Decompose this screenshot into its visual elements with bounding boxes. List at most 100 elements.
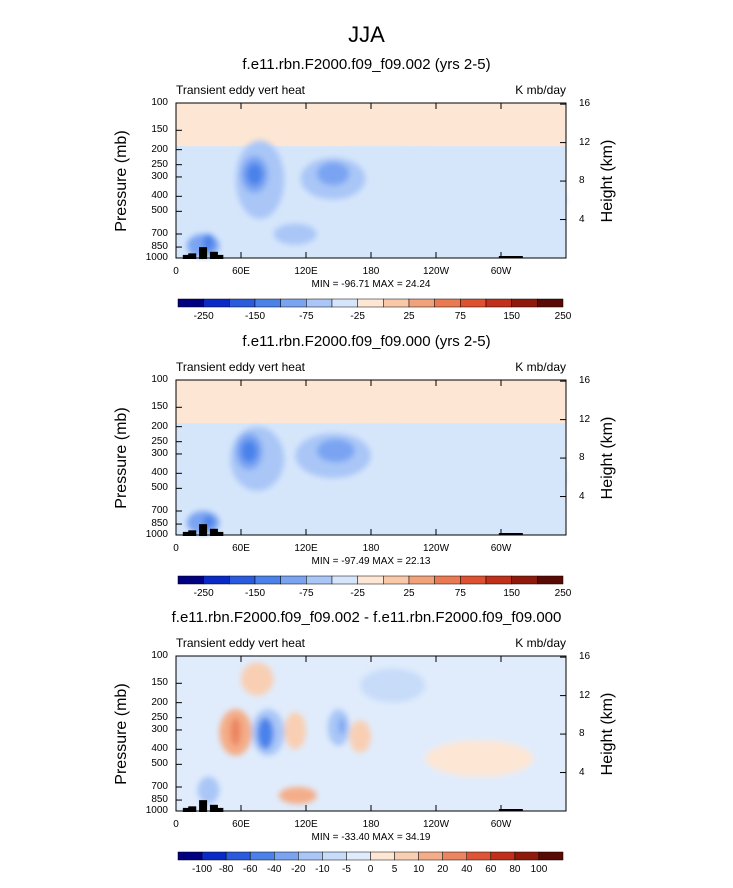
chart-2-x-tick-label: 120W (422, 543, 450, 554)
chart-3-contour-region (360, 668, 426, 703)
chart-2-colorbar-box (229, 575, 256, 585)
chart-3-y2-tick-label: 8 (579, 728, 585, 740)
chart-1-colorbar-label: 150 (503, 311, 520, 322)
chart-3-contour-region (425, 740, 534, 777)
chart-1-colorbar-label: 250 (554, 311, 572, 322)
chart-2-colorbar-box (408, 575, 435, 585)
chart-3-colorbar-box (322, 851, 347, 861)
chart-3-y-tick-label: 1000 (145, 805, 168, 816)
chart-3-contour-region (197, 776, 220, 804)
chart-2-topography (209, 528, 218, 536)
chart-2-y2-tick-label: 12 (579, 413, 591, 425)
chart-3-y2-axis-title: Height (km) (599, 692, 616, 775)
chart-2-y-tick-label: 100 (151, 374, 168, 385)
chart-2-colorbar-box (511, 575, 538, 585)
chart-3-y-tick-label: 150 (151, 677, 168, 689)
chart-3-field (197, 662, 545, 804)
chart-3-y-tick-label: 300 (151, 723, 168, 735)
chart-3-colorbar-label: 0 (367, 864, 374, 875)
chart-3-contour-region (230, 717, 241, 746)
chart-3-colorbar-label: -100 (192, 864, 213, 875)
chart-1-colorbar-label: -250 (193, 311, 214, 322)
chart-1-contour-region (316, 161, 350, 186)
chart-2-colorbar-box (383, 575, 410, 585)
chart-3-x-tick-label: 60E (232, 819, 250, 830)
chart-3-colorbar-box (177, 851, 203, 861)
chart-1-y2-tick-label: 8 (579, 175, 585, 187)
chart-1-y-tick-label: 1000 (145, 252, 168, 263)
chart-3-colorbar-box (514, 851, 540, 861)
chart-2-title: f.e11.rbn.F2000.f09_f09.000 (yrs 2-5) (242, 333, 491, 350)
chart-2-topography (188, 530, 197, 536)
chart-3-colorbar-box (298, 851, 323, 861)
chart-2-topography (182, 531, 191, 536)
chart-3-x-tick-label: 120W (422, 819, 450, 830)
chart-3-colorbar-label: 5 (391, 864, 398, 875)
chart-3-contour-region (338, 717, 345, 735)
chart-1-y-tick-label: 700 (151, 227, 168, 239)
chart-3-colorbar-label: -5 (341, 864, 351, 875)
chart-1-right-subtitle: K mb/day (515, 83, 566, 97)
chart-1-left-subtitle: Transient eddy vert heat (176, 83, 305, 97)
chart-3-colorbar-label: -60 (242, 864, 258, 875)
chart-2-colorbar-label: -75 (299, 588, 314, 599)
chart-3-topography (498, 809, 523, 811)
chart-3-colorbar-box (538, 851, 564, 861)
chart-3-topography (188, 806, 197, 812)
chart-1-colorbar-label: -75 (299, 311, 314, 322)
chart-2-colorbar-box (357, 575, 384, 585)
chart-2-contour-region (241, 440, 258, 463)
chart-3-colorbar-label: 60 (485, 864, 497, 875)
chart-3-x-tick-label: 120E (294, 819, 318, 830)
chart-3-y-tick-label: 850 (151, 794, 168, 806)
chart-2-field (186, 426, 567, 535)
chart-3-x-tick-label: 180 (362, 819, 380, 830)
chart-1-colorbar-box (434, 298, 461, 308)
chart-3-colorbar-box (394, 851, 419, 861)
chart-2-left-subtitle: Transient eddy vert heat (176, 360, 305, 374)
chart-1-y2-tick-label: 4 (579, 213, 585, 225)
chart-1-y-tick-label: 400 (151, 190, 168, 202)
chart-1-y2-tick-label: 12 (579, 136, 591, 148)
chart-1-topography (188, 253, 197, 259)
chart-2-colorbar-box (485, 575, 512, 585)
chart-3-title: f.e11.rbn.F2000.f09_f09.002 - f.e11.rbn.… (171, 609, 562, 626)
chart-1-colorbar-box (254, 298, 281, 308)
chart-1-y-tick-label: 850 (151, 241, 168, 253)
chart-2-colorbar-box (537, 575, 564, 585)
chart-1-stats: MIN = -96.71 MAX = 24.24 (311, 279, 431, 290)
chart-1-x-tick-label: 0 (173, 266, 179, 277)
chart-3-colorbar-box (274, 851, 299, 861)
chart-1-contour-region (203, 233, 214, 251)
chart-1-x-tick-label: 120W (422, 266, 450, 277)
chart-2-y-tick-label: 250 (151, 435, 168, 447)
figure-title: JJA (348, 22, 385, 47)
chart-3-y-tick-label: 100 (151, 650, 168, 661)
chart-3-colorbar-label: -80 (218, 864, 234, 875)
chart-2-colorbar-box (254, 575, 281, 585)
chart-2-y-tick-label: 200 (151, 420, 168, 432)
chart-2-x-tick-label: 120E (294, 543, 318, 554)
chart-1-y-tick-label: 200 (151, 143, 168, 155)
chart-3-y2-tick-label: 16 (579, 651, 591, 663)
chart-2-colorbar-box (306, 575, 333, 585)
chart-2-y-tick-label: 500 (151, 482, 168, 494)
chart-3-colorbar-box (225, 851, 251, 861)
chart-3-x-tick-label: 60W (490, 819, 512, 830)
chart-1-topography (498, 256, 523, 258)
chart-1-colorbar-box (460, 298, 487, 308)
chart-1-x-tick-label: 60W (490, 266, 512, 277)
chart-3-x-tick-label: 0 (173, 819, 179, 830)
chart-1-y-tick-label: 100 (151, 97, 168, 108)
chart-2-colorbar-box (177, 575, 204, 585)
chart-3-topography (182, 807, 191, 812)
chart-1-x-tick-label: 180 (362, 266, 380, 277)
chart-1-colorbar-box (537, 298, 564, 308)
chart-1-colorbar-box (306, 298, 333, 308)
chart-3-topography (209, 804, 218, 812)
chart-3-colorbar-label: -20 (291, 864, 306, 875)
chart-2-y2-tick-label: 16 (579, 375, 591, 387)
chart-1-x-tick-label: 120E (294, 266, 318, 277)
chart-3-contour-region (349, 720, 371, 753)
